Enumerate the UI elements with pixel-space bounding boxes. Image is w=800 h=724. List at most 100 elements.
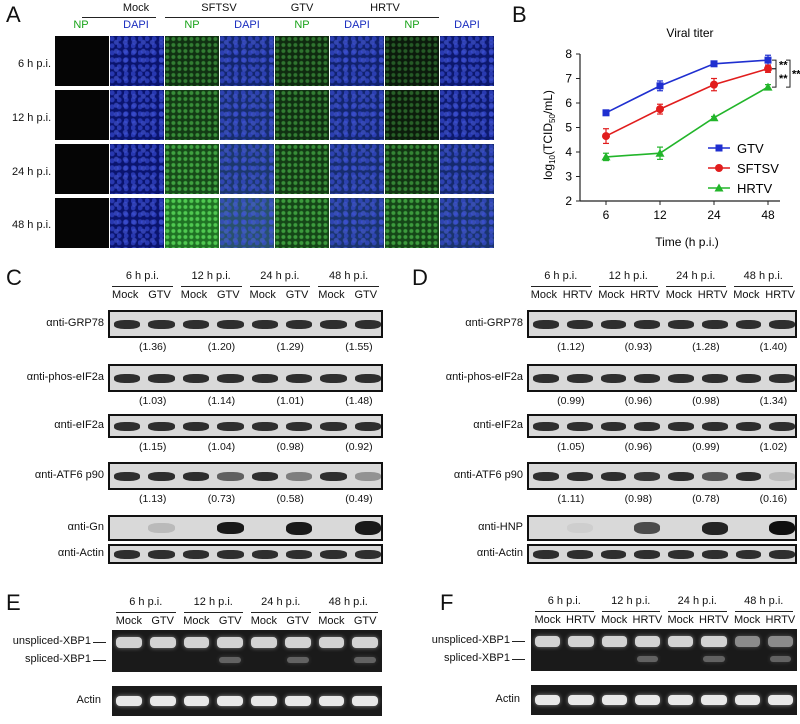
blot-label: αnti-HNP <box>478 521 523 533</box>
unspliced-band <box>601 636 627 647</box>
timepoint-label: 6 h p.i. <box>129 596 163 608</box>
channel-label-dapi: DAPI <box>234 19 260 31</box>
band-ratio: (1.48) <box>345 395 373 407</box>
protein-band <box>735 319 762 329</box>
band-ratio: (1.40) <box>759 341 788 353</box>
series-sftsv <box>602 64 772 145</box>
timepoint-underline <box>535 611 594 612</box>
blot-label: αnti-eIF2a <box>473 419 523 431</box>
protein-band <box>251 549 278 559</box>
actin-band <box>284 696 311 706</box>
micrograph <box>385 90 439 140</box>
blot-strip <box>527 515 797 541</box>
unspliced-band <box>251 637 277 648</box>
timepoint-label: 24 h p.i. <box>261 596 301 608</box>
significance-label: ** <box>792 69 800 81</box>
protein-band <box>600 373 627 383</box>
unspliced-band <box>767 636 793 647</box>
band-ratio: (0.78) <box>692 493 720 505</box>
protein-band <box>769 319 795 329</box>
protein-band <box>533 421 559 431</box>
unspliced-band <box>634 636 660 647</box>
protein-band <box>114 421 141 431</box>
blot-strip <box>108 544 383 564</box>
gel-label-spliced: spliced-XBP1 <box>443 652 510 664</box>
band-ratio: (0.16) <box>759 493 788 505</box>
protein-band <box>735 421 762 431</box>
micrograph <box>330 198 384 248</box>
timepoint-underline <box>668 611 727 612</box>
protein-band <box>634 522 660 534</box>
actin-band <box>217 696 243 706</box>
lane-label: Mock <box>530 289 558 301</box>
y-tick-label: 6 <box>565 96 572 110</box>
protein-band <box>735 373 762 383</box>
protein-band <box>566 319 593 329</box>
protein-band <box>600 549 627 559</box>
group-underline <box>165 17 271 18</box>
protein-band <box>251 421 278 431</box>
panel-letter-e: E <box>6 590 21 615</box>
spliced-band <box>769 656 791 662</box>
micrograph <box>220 144 274 194</box>
band-ratio: (1.01) <box>276 395 304 407</box>
timepoint-label: 24 h p.i. <box>676 270 716 282</box>
protein-band <box>566 471 593 481</box>
band-ratio: (1.04) <box>207 441 236 453</box>
protein-band <box>114 549 141 559</box>
blot-strip <box>108 462 383 490</box>
protein-band <box>533 471 559 481</box>
blot-strip <box>527 414 797 438</box>
timepoint-underline <box>249 286 311 287</box>
blot-label: αnti-eIF2a <box>54 419 104 431</box>
band-ratio: (1.36) <box>138 341 167 353</box>
micrograph <box>55 36 109 86</box>
chart-series <box>601 54 773 162</box>
legend-label: GTV <box>737 141 764 156</box>
protein-band <box>354 319 381 329</box>
protein-band <box>769 471 795 481</box>
actin-band <box>149 696 176 706</box>
lane-label: Mock <box>733 289 760 301</box>
legend-label: HRTV <box>737 181 772 196</box>
legend-label: SFTSV <box>737 161 779 176</box>
gel-label-actin: Actin <box>495 693 520 705</box>
actin-band <box>668 695 694 705</box>
protein-band <box>354 373 381 383</box>
band-ratio: (1.55) <box>345 341 373 353</box>
channel-label-np: NP <box>294 19 310 31</box>
protein-band <box>114 373 141 383</box>
lane-label: Mock <box>665 289 693 301</box>
timepoint-label: 6 h p.i. <box>547 595 581 607</box>
protein-band <box>285 549 313 559</box>
timepoint-underline <box>318 286 379 287</box>
data-point <box>656 105 664 114</box>
y-tick-label: 7 <box>565 72 572 86</box>
timepoint-label: 48 h p.i. <box>328 596 368 608</box>
band-ratio: (0.49) <box>345 493 373 505</box>
band-ratio: (0.93) <box>624 341 653 353</box>
protein-band <box>701 471 728 481</box>
band-ratio: (0.98) <box>692 395 720 407</box>
blot-strip <box>527 364 797 392</box>
lane-label: Mock <box>183 615 210 627</box>
actin-band <box>116 696 142 706</box>
timepoint-underline <box>601 611 660 612</box>
protein-band <box>251 319 278 329</box>
protein-band <box>600 319 627 329</box>
unspliced-band <box>568 636 594 647</box>
data-point <box>655 148 665 157</box>
timepoint-label: 12 h p.i. <box>193 596 233 608</box>
micrograph <box>165 36 219 86</box>
protein-band <box>148 421 175 431</box>
protein-band <box>533 319 559 329</box>
micrograph <box>110 198 164 248</box>
protein-band <box>566 421 593 431</box>
protein-band <box>320 373 347 383</box>
y-tick-label: 3 <box>565 170 572 184</box>
protein-band <box>354 549 381 559</box>
viral-titer-chart: Viral titer Time (h p.i.) log10(TCID50/m… <box>541 26 800 249</box>
unspliced-band <box>183 637 210 648</box>
spliced-band <box>636 656 658 662</box>
series-line <box>605 86 769 158</box>
